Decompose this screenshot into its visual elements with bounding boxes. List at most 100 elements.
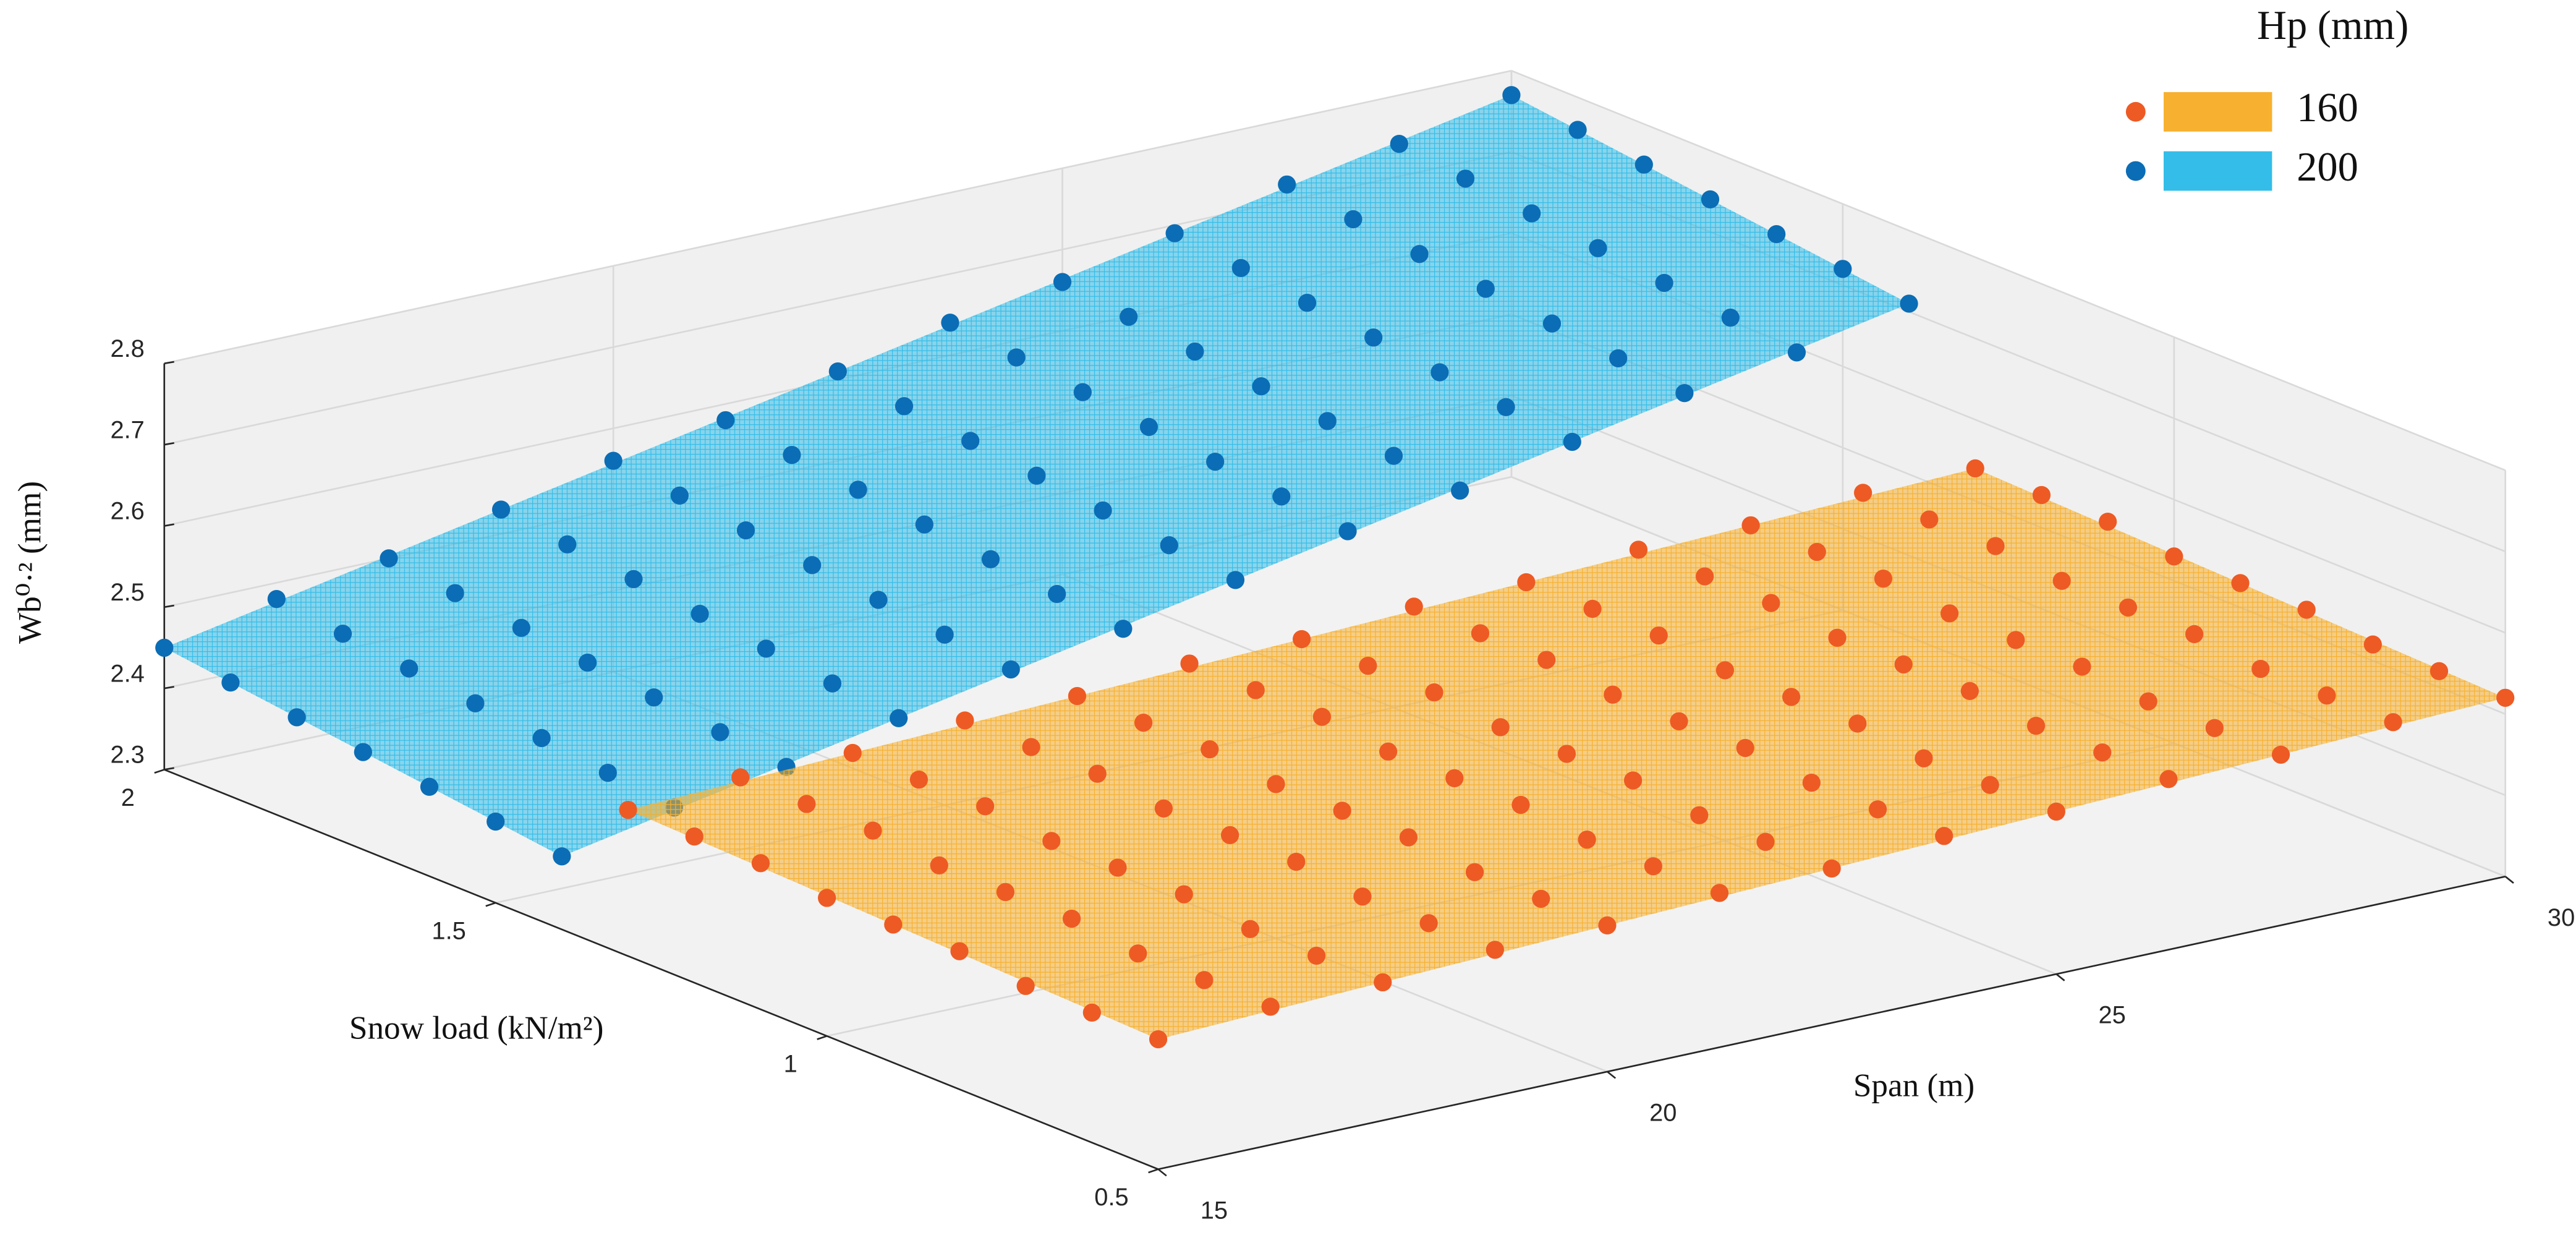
- z-tick: [164, 604, 174, 609]
- data-point: [2032, 485, 2051, 505]
- data-point: [915, 515, 933, 534]
- data-point: [1756, 832, 1775, 851]
- z-tick: [164, 442, 174, 446]
- data-point: [487, 812, 505, 831]
- z-tick-label: 2.6: [110, 498, 144, 525]
- data-point: [1108, 858, 1127, 877]
- data-point: [1604, 685, 1622, 704]
- data-point: [1675, 383, 1694, 403]
- data-point: [1073, 383, 1092, 401]
- data-point: [2297, 600, 2316, 619]
- data-point: [1114, 620, 1133, 638]
- data-point: [956, 711, 974, 730]
- z-tick: [164, 523, 174, 527]
- data-point: [267, 589, 286, 609]
- data-point: [287, 708, 306, 727]
- x-tick-label: 20: [1649, 1100, 1677, 1127]
- data-point: [1246, 681, 1265, 699]
- data-point: [1583, 599, 1602, 618]
- data-point: [1027, 466, 1046, 485]
- data-point: [2363, 635, 2382, 654]
- data-point: [1226, 571, 1245, 589]
- data-point: [1267, 775, 1285, 793]
- data-point: [400, 659, 419, 678]
- data-point: [1634, 155, 1653, 174]
- data-point: [1068, 686, 1087, 706]
- data-point: [2251, 659, 2270, 678]
- data-point: [1517, 573, 1536, 592]
- data-point: [961, 432, 980, 450]
- data-point: [828, 362, 847, 381]
- data-point: [783, 446, 801, 464]
- data-point: [2139, 692, 2157, 711]
- data-point: [333, 625, 352, 643]
- data-point: [1134, 713, 1153, 732]
- data-point: [981, 550, 1000, 568]
- data-point: [1082, 1003, 1101, 1022]
- data-point: [1690, 806, 1709, 824]
- x-tick: [2504, 876, 2514, 884]
- data-point: [1201, 740, 1219, 759]
- data-point: [1920, 510, 1939, 529]
- data-point: [1762, 594, 1780, 612]
- grid-line: [164, 70, 1512, 364]
- data-point: [731, 768, 750, 787]
- data-point: [797, 795, 816, 813]
- data-point: [598, 764, 617, 782]
- x-axis-label: Span (m): [1853, 1068, 1975, 1104]
- data-point: [736, 521, 755, 540]
- data-point: [2185, 625, 2204, 644]
- data-point: [1374, 973, 1392, 992]
- y-tick: [1148, 1168, 1158, 1174]
- data-point: [1935, 827, 1953, 845]
- data-point: [1399, 828, 1418, 847]
- data-point: [1629, 541, 1648, 559]
- data-point: [930, 856, 948, 874]
- data-point: [1834, 260, 1852, 278]
- data-point: [1557, 745, 1576, 763]
- x-axis: [1158, 876, 2506, 1170]
- data-point: [843, 743, 862, 763]
- data-point: [1359, 656, 1377, 675]
- y-tick-label: 1.5: [431, 917, 465, 944]
- legend-title: Hp (mm): [2257, 3, 2408, 48]
- data-point: [1206, 452, 1225, 471]
- data-point: [1180, 654, 1199, 673]
- data-point: [864, 821, 882, 840]
- data-point: [1644, 857, 1662, 876]
- data-point: [1186, 342, 1204, 361]
- data-point: [2384, 713, 2402, 732]
- data-point: [1231, 259, 1250, 278]
- data-point: [512, 618, 530, 637]
- y-axis: [164, 769, 1159, 1170]
- data-point: [1333, 801, 1351, 820]
- z-tick-label: 2.5: [110, 579, 144, 606]
- data-point: [1252, 377, 1270, 396]
- y-tick-label: 2: [121, 784, 135, 811]
- z-tick: [164, 361, 174, 364]
- data-point: [1497, 398, 1515, 416]
- data-point: [1894, 655, 1913, 673]
- data-point: [604, 451, 623, 470]
- data-point: [1384, 447, 1403, 465]
- legend-swatch: [2163, 92, 2272, 132]
- data-point: [1808, 542, 1826, 562]
- data-point: [1456, 169, 1475, 188]
- data-point: [1053, 273, 1072, 291]
- data-point: [1598, 916, 1617, 935]
- data-point: [2007, 631, 2025, 649]
- x-tick-label: 25: [2099, 1002, 2126, 1029]
- data-point: [624, 570, 643, 589]
- data-point: [1649, 626, 1668, 645]
- data-point: [1353, 887, 1372, 906]
- data-point: [818, 889, 836, 907]
- data-point: [2052, 571, 2071, 590]
- data-point: [1966, 459, 1984, 478]
- data-point: [1048, 584, 1066, 604]
- data-point: [1390, 134, 1408, 153]
- data-point: [1016, 976, 1035, 995]
- data-point: [1471, 624, 1490, 643]
- data-point: [1741, 516, 1760, 535]
- data-point: [2159, 770, 2178, 788]
- data-point: [1542, 314, 1562, 333]
